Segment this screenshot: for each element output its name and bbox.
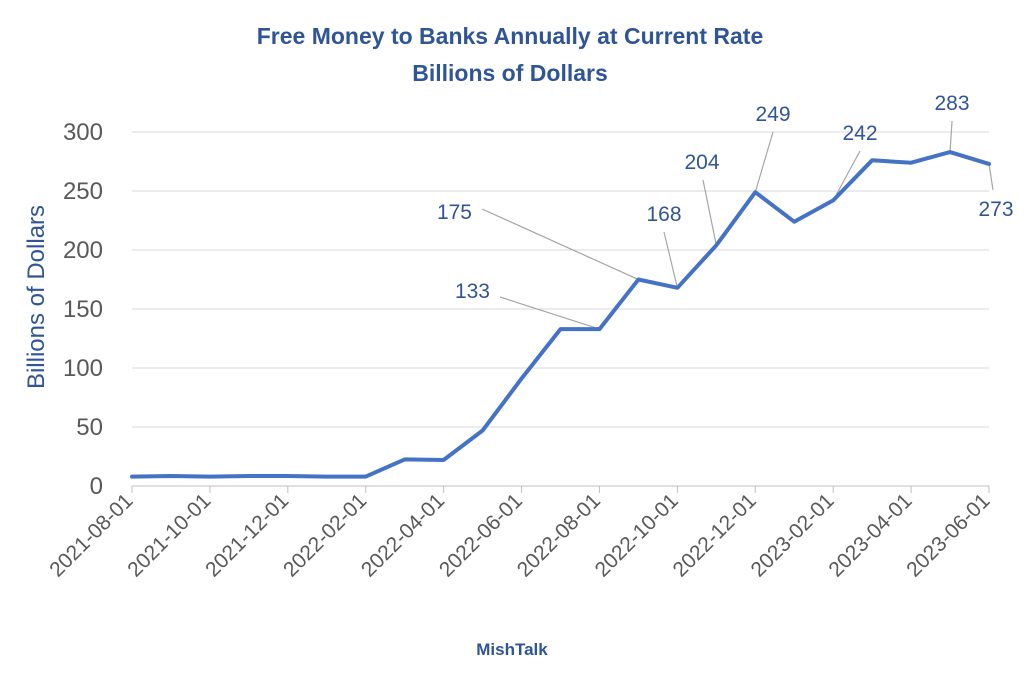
x-tick-label: 2022-06-01 (435, 489, 527, 581)
y-tick-label: 250 (63, 178, 103, 205)
y-tick-label: 200 (63, 237, 103, 264)
x-tick-label: 2023-04-01 (824, 489, 916, 581)
y-tick-label: 300 (63, 119, 103, 146)
y-tick-label: 0 (90, 473, 103, 500)
data-label-leader-lines (481, 120, 994, 330)
x-tick-label: 2021-10-01 (123, 489, 215, 581)
y-tick-label: 150 (63, 296, 103, 323)
leader-line (663, 231, 678, 288)
data-label: 133 (455, 280, 490, 303)
y-tick-label: 50 (76, 414, 103, 441)
data-labels: 133 175 168 204 249 242 283 273 (437, 92, 1014, 303)
data-label: 249 (755, 103, 790, 126)
data-label: 168 (646, 203, 681, 226)
y-axis-label: Billions of Dollars (23, 205, 50, 389)
leader-line (988, 163, 994, 191)
leader-line (754, 131, 774, 193)
leader-line (499, 296, 600, 330)
x-tick-label: 2022-02-01 (279, 489, 371, 581)
leader-line (832, 150, 861, 201)
data-label: 283 (934, 92, 969, 115)
x-tick-label: 2021-08-01 (45, 489, 137, 581)
chart-title: Free Money to Banks Annually at Current … (257, 23, 764, 49)
leader-line (702, 179, 717, 246)
data-label: 175 (437, 201, 472, 224)
chart-subtitle: Billions of Dollars (412, 60, 608, 86)
gridlines (132, 131, 989, 487)
x-tick-label: 2023-02-01 (746, 489, 838, 581)
y-axis-ticks: 0 50 100 150 200 250 300 (63, 119, 103, 500)
y-tick-label: 100 (63, 355, 103, 382)
series-line (130, 150, 991, 479)
source-label: MishTalk (476, 640, 548, 659)
x-tick-label: 2023-06-01 (902, 489, 994, 581)
leader-line (481, 208, 639, 281)
leader-line (949, 120, 953, 153)
x-tick-label: 2022-10-01 (591, 489, 683, 581)
x-tick-label: 2021-12-01 (201, 489, 293, 581)
data-label: 273 (978, 198, 1013, 221)
data-label: 204 (684, 151, 719, 174)
x-tick-label: 2022-08-01 (513, 489, 605, 581)
data-label: 242 (842, 122, 877, 145)
x-tick-label: 2022-04-01 (357, 489, 449, 581)
x-tick-label: 2022-12-01 (669, 489, 761, 581)
x-axis: 2021-08-012021-10-012021-12-012022-02-01… (45, 486, 995, 581)
